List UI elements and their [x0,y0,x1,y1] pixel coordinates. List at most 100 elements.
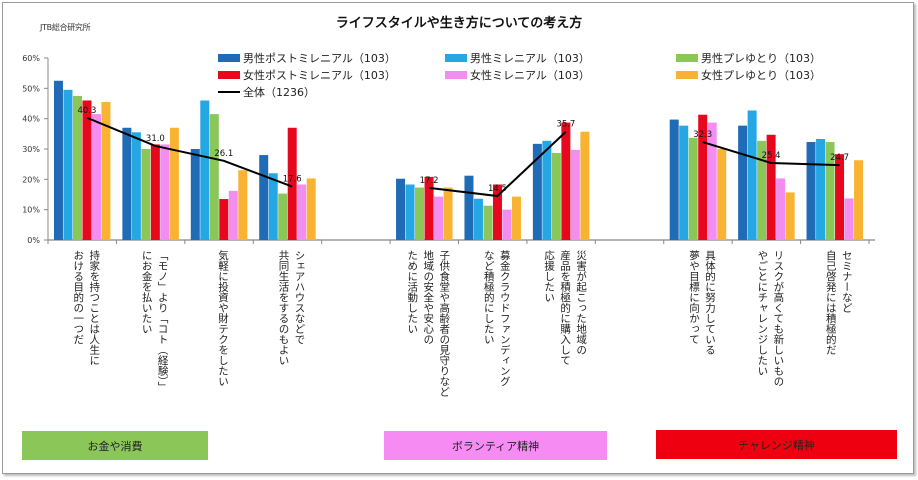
bar [816,138,826,240]
x-category-label: 募金クラウドファンディング など積極的にしたい [482,250,511,387]
overall-data-label: 31.0 [146,134,165,144]
legend-swatch [218,91,240,93]
legend-label: 全体（1236） [243,86,315,99]
bar [72,95,82,241]
overall-data-label: 24.7 [830,153,849,163]
bar [511,196,521,240]
overall-data-label: 35.7 [556,120,575,130]
bar [287,127,297,240]
bar [717,149,727,240]
bar [561,122,571,240]
bar [580,131,590,240]
bar [532,143,542,240]
legend-item: 男性プレゆとり（103） [676,50,821,66]
bar [219,199,229,240]
bar [434,196,444,240]
bar [209,114,219,240]
bar [53,80,63,240]
legend-item: 全体（1236） [218,84,315,100]
bar [688,137,698,240]
overall-data-label: 14.5 [488,184,507,194]
overall-data-label: 25.4 [762,151,781,161]
bar [679,125,689,240]
legend-item: 女性ミレニアル（103） [445,67,590,83]
x-category-label: リスクが高くても新しいもの やごとにチャレンジしたい [756,250,785,387]
section-band: チャレンジ精神 [656,430,897,459]
overall-data-label: 40.3 [77,106,96,116]
bar [306,178,316,240]
bar [502,209,512,240]
bar [473,198,483,240]
legend-swatch [676,71,698,79]
legend-label: 女性プレゆとり（103） [701,69,821,82]
bar [200,100,210,240]
bar [82,100,92,240]
bar [766,134,776,240]
legend-item: 男性ミレニアル（103） [445,50,590,66]
y-tick-label: 30% [22,145,40,154]
overall-line [702,141,840,167]
bar [160,144,170,240]
x-category-label: 気軽に投資や財テクをしたい [217,250,230,387]
bar [190,149,200,240]
bar [405,184,415,240]
x-category-label: セミナーなど 自己啓発には積極的だ [824,250,853,355]
bar [747,110,757,240]
legend-swatch [676,54,698,62]
section-band: ボランティア精神 [384,431,607,460]
bar [122,127,132,240]
bar [131,132,141,240]
bar [63,89,73,240]
bar [169,127,179,240]
bar [259,155,269,240]
bar [396,178,406,240]
section-band: お金や消費 [22,431,208,460]
bar [835,154,845,240]
x-category-label: 具体的に努力している 夢や目標に向かって [687,250,716,355]
x-category-label: 持家を持つことは人生に おける目的の一つだ [72,250,101,366]
bar [844,198,854,240]
x-category-label: シェアハウスなどで 共同生活をするのもよい [277,250,306,366]
legend-label: 男性ポストミレニアル（103） [243,52,396,65]
bar [707,122,717,240]
bar [825,142,835,240]
overall-line [86,116,293,188]
legend-swatch [218,71,240,79]
bar [698,114,708,240]
bar [268,173,278,240]
overall-line [428,130,567,198]
bar [669,119,679,240]
legend-item: 女性プレゆとり（103） [676,67,821,83]
bar [806,142,816,240]
legend-item: 女性ポストミレニアル（103） [218,67,396,83]
bar [464,175,474,240]
bar [785,192,795,240]
bar [570,149,580,240]
legend-label: 女性ミレニアル（103） [470,69,590,82]
bar [238,170,248,240]
legend-item: 男性ポストミレニアル（103） [218,50,396,66]
bar [776,178,786,240]
bar [150,144,160,240]
y-tick-label: 50% [22,84,40,93]
bar [424,176,434,240]
legend-swatch [218,54,240,62]
legend-swatch [445,71,467,79]
bar [278,193,288,240]
bar [551,152,561,240]
bar [141,149,151,240]
bar [443,187,453,240]
bar [757,140,767,240]
y-tick-label: 40% [22,115,40,124]
bar [483,205,493,240]
bar [297,184,307,240]
y-tick-label: 0% [27,236,40,245]
chart-title: ライフスタイルや生き方についての考え方 [335,16,583,31]
x-category-label: 子供食堂や高齢者の見守りなど 地域の安全や安心の ために活動したい [406,250,451,397]
y-tick-label: 10% [22,206,40,215]
legend-label: 男性プレゆとり（103） [701,52,821,65]
bar [492,184,502,240]
legend-label: 男性ミレニアル（103） [470,52,590,65]
legend-label: 女性ポストミレニアル（103） [243,69,396,82]
